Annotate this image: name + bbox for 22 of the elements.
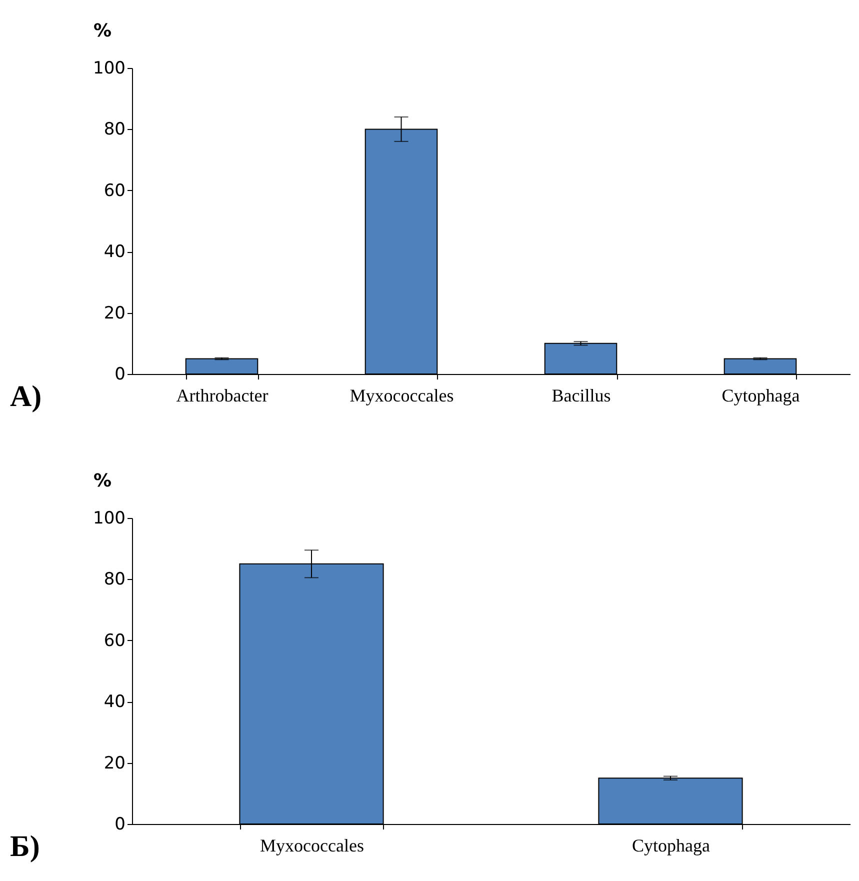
y-tick-label: 60 [104,630,126,651]
x-tick-label: Myxococcales [350,386,454,406]
y-tick-label: 20 [104,303,126,324]
y-tick-label: 40 [104,692,126,712]
x-tick-label: Bacillus [552,386,611,406]
text: Б) [10,830,40,863]
x-tick-label: Arthrobacter [176,386,268,406]
y-axis-title: % [93,470,112,492]
x-tick-label: Myxococcales [260,836,364,856]
y-tick-label: 0 [114,364,126,384]
y-tick-label: 40 [104,242,126,262]
y-tick-label: 80 [104,570,126,590]
x-tick-label: Cytophaga [722,386,800,406]
y-tick-label: 60 [104,180,126,201]
y-tick-label: 0 [114,814,126,834]
y-tick-label: 20 [104,753,126,774]
text: А) [10,380,42,413]
y-tick-label: 100 [93,508,126,528]
y-axis-title: % [93,20,112,42]
y-tick-label: 80 [104,120,126,140]
x-tick-label: Cytophaga [632,836,710,856]
y-tick-label: 100 [93,58,126,78]
